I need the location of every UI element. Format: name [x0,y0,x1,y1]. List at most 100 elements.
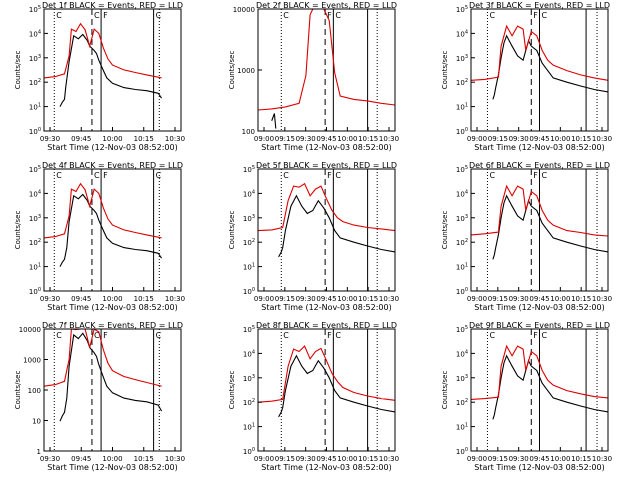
x-tick-label: 10:15 [134,455,154,463]
top-marker-label: C [283,171,289,180]
y-axis-label: Counts/sec [14,371,22,410]
y-tick-label: 102 [29,78,41,87]
y-tick-label: 102 [456,238,468,247]
panel-title: Det 1f BLACK = Events, RED = LLD [42,1,183,10]
y-tick-label: 102 [456,398,468,407]
series-events [59,33,163,107]
panel-title: Det 5f BLACK = Events, RED = LLD [256,161,397,170]
x-tick-label: 10:30 [379,135,399,143]
x-tick-label: 09:00 [467,135,487,143]
top-marker-label: C [94,331,100,340]
y-tick-label: 104 [456,349,468,358]
x-tick-label: 09:15 [488,135,508,143]
y-tick-label: 104 [456,29,468,38]
x-tick-label: 10:15 [358,455,378,463]
x-tick-label: 09:15 [488,295,508,303]
x-tick-label: 10:00 [102,295,122,303]
y-tick-label: 100 [456,287,468,296]
y-tick-label: 103 [29,214,41,223]
y-tick-label: 100 [29,127,41,136]
series-lld [257,182,396,232]
top-marker-label: F [533,331,538,340]
panel-title: Det 2f BLACK = Events, RED = LLD [256,1,397,10]
axes-frame [257,328,396,452]
y-axis-label: Counts/sec [228,211,236,250]
top-marker-label: C [56,171,62,180]
y-tick-label: 101 [243,423,255,432]
top-marker-label: C [156,171,162,180]
x-tick-label: 10:00 [337,455,357,463]
x-tick-label: 09:45 [71,295,91,303]
series-lld [257,345,396,403]
series-lld [470,24,609,81]
top-marker-label: C [335,331,341,340]
x-axis-label: Start Time (12-Nov-03 08:52:00) [47,463,177,472]
series-lld [257,8,396,111]
x-tick-label: 09:45 [316,295,336,303]
x-tick-label: 10:30 [165,295,185,303]
top-marker-label: C [489,331,495,340]
top-marker-label: C [335,171,341,180]
top-marker-label: C [156,11,162,20]
x-tick-label: 09:00 [254,135,274,143]
y-tick-label: 105 [456,165,468,174]
y-tick-label: 105 [243,165,255,174]
x-tick-label: 10:00 [337,295,357,303]
top-marker-label: C [156,331,162,340]
x-tick-label: 10:30 [165,455,185,463]
y-tick-label: 103 [243,214,255,223]
y-tick-label: 101 [456,263,468,272]
y-tick-label: 102 [456,78,468,87]
y-tick-label: 101 [29,103,41,112]
top-marker-label: C [542,11,548,20]
y-axis-label: Counts/sec [14,51,22,90]
y-tick-label: 100 [243,447,255,456]
x-tick-label: 10:30 [592,295,612,303]
x-tick-label: 09:30 [296,135,316,143]
x-tick-label: 09:15 [488,455,508,463]
x-tick-label: 10:15 [571,455,591,463]
top-marker-label: F [533,11,538,20]
y-tick-label: 100 [29,287,41,296]
y-tick-label: 101 [29,263,41,272]
x-tick-label: 09:45 [71,455,91,463]
x-tick-label: 09:30 [40,295,60,303]
y-tick-label: 104 [456,189,468,198]
axes-frame [257,8,396,132]
panel-title: Det 8f BLACK = Events, RED = LLD [256,321,397,330]
series-events [492,194,609,260]
series-lld [470,184,609,237]
y-tick-label: 10000 [233,6,255,14]
y-tick-label: 103 [243,374,255,383]
x-axis-label: Start Time (12-Nov-03 08:52:00) [474,143,604,152]
top-marker-label: C [56,11,62,20]
x-tick-label: 09:00 [254,455,274,463]
y-tick-label: 104 [243,189,255,198]
x-tick-label: 10:00 [337,135,357,143]
y-axis-label: Counts/sec [14,211,22,250]
y-tick-label: 100 [456,447,468,456]
y-tick-label: 103 [456,214,468,223]
y-tick-label: 103 [29,54,41,63]
top-marker-label: C [489,171,495,180]
top-marker-label: F [103,171,108,180]
top-marker-label: C [56,331,62,340]
y-tick-label: 101 [456,103,468,112]
top-marker-label: F [533,171,538,180]
x-axis-label: Start Time (12-Nov-03 08:52:00) [474,463,604,472]
x-tick-label: 09:45 [71,135,91,143]
y-tick-label: 100 [456,127,468,136]
x-tick-label: 10:15 [358,135,378,143]
x-tick-label: 09:30 [296,455,316,463]
x-tick-label: 10:00 [550,135,570,143]
top-marker-label: C [335,11,341,20]
axes-frame [43,168,182,292]
x-axis-label: Start Time (12-Nov-03 08:52:00) [47,303,177,312]
y-tick-label: 100 [242,128,255,136]
y-tick-label: 100 [28,387,41,395]
y-tick-label: 102 [243,238,255,247]
